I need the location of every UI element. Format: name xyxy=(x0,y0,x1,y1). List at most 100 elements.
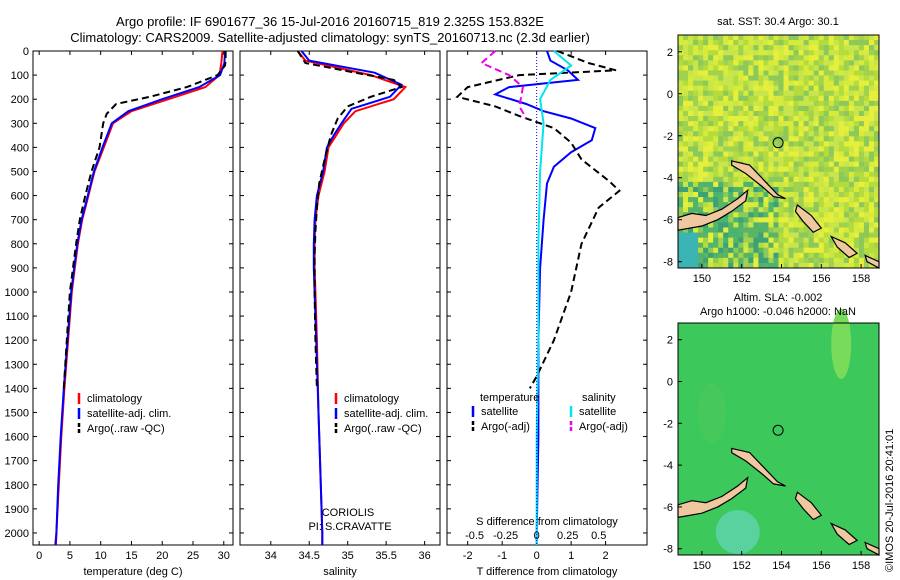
sst-cell xyxy=(868,156,875,163)
sst-cell xyxy=(758,131,764,137)
sst-cell xyxy=(703,136,709,142)
sst-cell xyxy=(788,151,795,158)
sst-cell xyxy=(688,252,694,259)
sst-cell xyxy=(758,237,764,244)
sst-cell xyxy=(858,181,865,188)
sst-cell xyxy=(693,85,699,92)
sst-cell xyxy=(728,55,734,61)
sst-cell xyxy=(693,110,699,117)
sst-cell xyxy=(753,35,759,41)
sst-cell xyxy=(848,222,855,228)
sst-cell xyxy=(698,146,704,152)
sst-cell xyxy=(793,70,800,77)
sst-cell xyxy=(713,232,719,239)
sst-cell xyxy=(788,121,795,127)
sst-cell xyxy=(778,35,785,41)
sst-cell xyxy=(808,202,815,208)
sst-cell xyxy=(803,95,810,102)
sst-cell xyxy=(788,257,795,264)
sst-cell xyxy=(793,85,800,92)
sst-cell xyxy=(753,85,759,92)
sst-cell xyxy=(873,217,880,223)
sst-cell xyxy=(793,166,800,173)
sst-cell xyxy=(798,65,805,71)
sst-cell xyxy=(803,181,810,188)
sst-cell xyxy=(768,247,774,254)
sst-cell xyxy=(713,100,719,107)
sst-cell xyxy=(783,95,790,102)
sst-cell xyxy=(733,176,739,183)
sst-cell xyxy=(778,217,785,223)
sst-cell xyxy=(688,202,694,208)
sst-cell xyxy=(698,197,704,203)
sst-cell xyxy=(758,35,764,41)
sst-cell xyxy=(778,156,785,163)
sst-cell xyxy=(768,121,774,127)
sst-cell xyxy=(818,136,825,142)
sst-cell xyxy=(678,146,684,152)
sst-cell xyxy=(873,80,880,87)
sst-cell xyxy=(703,222,709,228)
sst-cell xyxy=(868,100,875,107)
sst-cell xyxy=(743,45,749,51)
sst-cell xyxy=(803,247,810,254)
difference-s-tick-label: 0 xyxy=(534,530,540,542)
sst-cell xyxy=(848,161,855,168)
sst-cell xyxy=(803,65,810,71)
legend-label: satellite-adj. clim. xyxy=(87,408,171,420)
sst-cell xyxy=(693,121,699,127)
sst-cell xyxy=(863,197,870,203)
sst-cell xyxy=(873,35,880,41)
sst-cell xyxy=(863,35,870,41)
sst-cell xyxy=(733,95,739,102)
sst-cell xyxy=(848,65,855,71)
sst-cell xyxy=(843,50,850,56)
sst-cell xyxy=(723,131,729,137)
sst-cell xyxy=(693,166,699,173)
sst-cell xyxy=(823,40,830,46)
sst-cell xyxy=(708,100,714,107)
sst-cell xyxy=(868,202,875,208)
sst-cell xyxy=(803,60,810,66)
sla-map-frame xyxy=(677,322,880,556)
sst-cell xyxy=(733,121,739,127)
sst-cell xyxy=(848,85,855,92)
sst-cell xyxy=(753,95,759,102)
sst-cell xyxy=(813,65,820,71)
difference-xtick-label: 0 xyxy=(534,550,540,562)
sst-cell xyxy=(833,202,840,208)
sst-cell xyxy=(798,197,805,203)
sst-cell xyxy=(803,50,810,56)
sst-cell xyxy=(848,40,855,46)
sst-cell xyxy=(868,55,875,61)
sst-cell xyxy=(713,146,719,152)
sst-cell xyxy=(683,136,689,142)
sst-cell xyxy=(783,40,790,46)
sst-cell xyxy=(838,257,845,264)
sst-cell xyxy=(803,40,810,46)
sst-cell xyxy=(873,176,880,183)
sst-cell xyxy=(818,252,825,259)
sst-cell xyxy=(873,222,880,228)
sst-cell xyxy=(708,50,714,56)
sst-cell xyxy=(843,192,850,198)
sst-cell xyxy=(718,156,724,163)
sst-cell xyxy=(788,75,795,82)
sst-cell xyxy=(678,151,684,158)
sst-cell xyxy=(758,212,764,218)
sst-cell xyxy=(693,80,699,87)
sst-cell xyxy=(783,126,790,132)
sst-cell xyxy=(773,227,779,234)
sst-cell xyxy=(853,242,860,249)
sst-cell xyxy=(843,237,850,244)
sst-cell xyxy=(768,100,774,107)
sst-cell xyxy=(783,247,790,254)
sst-cell xyxy=(793,202,800,208)
sst-cell xyxy=(848,217,855,223)
sst-cell xyxy=(758,222,764,228)
sst-cell xyxy=(868,171,875,178)
sst-cell xyxy=(703,207,709,213)
sst-cell xyxy=(793,227,800,234)
sst-cell xyxy=(863,126,870,132)
sst-cell xyxy=(858,70,865,77)
